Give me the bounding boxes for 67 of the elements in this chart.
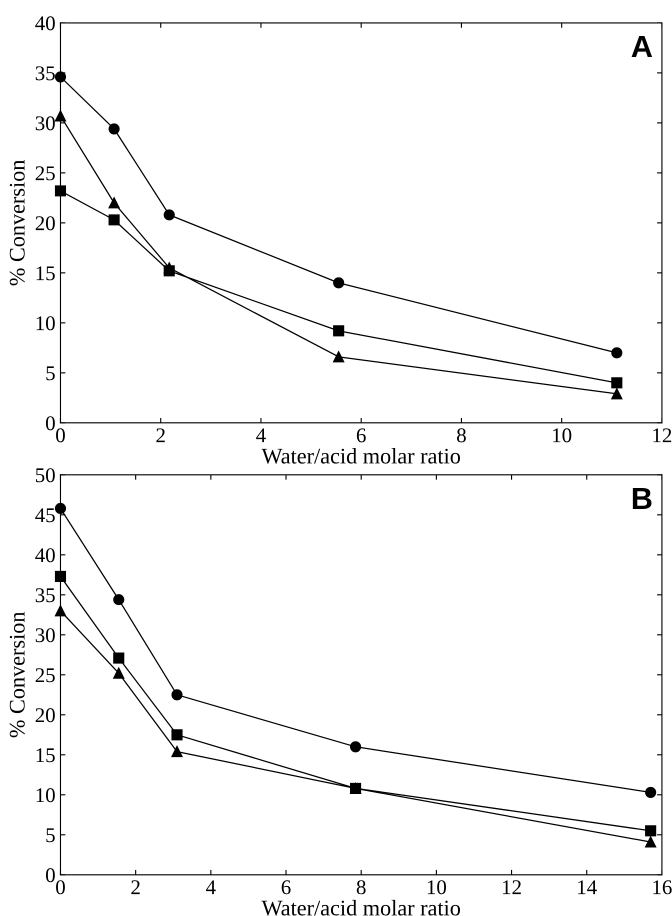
point bbox=[108, 197, 120, 208]
y-tick-label: 25 bbox=[36, 166, 55, 180]
y-tick-label: 20 bbox=[36, 708, 55, 722]
point bbox=[333, 277, 344, 288]
y-tick-label: 50 bbox=[36, 468, 55, 482]
y-tick-label: 0 bbox=[46, 868, 55, 882]
x-tick-label: 4 bbox=[206, 880, 216, 894]
point bbox=[333, 351, 344, 362]
x-tick-label: 0 bbox=[56, 428, 65, 442]
point bbox=[171, 729, 183, 740]
y-tick-label: 15 bbox=[36, 748, 55, 762]
y-tick-label: 25 bbox=[36, 668, 55, 682]
y-tick-label: 5 bbox=[46, 366, 55, 380]
x-tick-label: 2 bbox=[131, 880, 140, 894]
x-tick-label: 10 bbox=[428, 880, 446, 894]
point bbox=[611, 377, 622, 388]
point bbox=[164, 262, 175, 274]
point bbox=[171, 689, 183, 700]
point bbox=[108, 214, 120, 226]
y-tick-label: 40 bbox=[35, 548, 55, 562]
x-tick-label: 8 bbox=[356, 880, 366, 894]
point bbox=[54, 71, 66, 82]
y-tick-label: 30 bbox=[36, 628, 55, 642]
x-tick-label: 12 bbox=[502, 880, 521, 894]
y-tick-label: 5 bbox=[46, 828, 55, 842]
point bbox=[171, 746, 183, 758]
point bbox=[113, 652, 124, 664]
x-tick-label: 4 bbox=[256, 428, 266, 442]
x-tick-label: 12 bbox=[653, 428, 672, 442]
y-tick-label: 35 bbox=[36, 588, 55, 602]
point bbox=[164, 209, 175, 220]
annotation: B bbox=[632, 488, 652, 509]
point bbox=[645, 786, 656, 798]
y-tick-label: 15 bbox=[36, 266, 55, 280]
x-tick-label: 0 bbox=[56, 880, 65, 894]
x-tick-label: 6 bbox=[356, 428, 366, 442]
x-tick-label: 6 bbox=[282, 880, 291, 894]
y-tick-label: 10 bbox=[36, 788, 55, 802]
point bbox=[54, 570, 66, 582]
x-tick-label: 2 bbox=[156, 428, 165, 442]
point bbox=[645, 836, 656, 848]
y-tick-label: 45 bbox=[35, 508, 55, 522]
point bbox=[611, 388, 622, 400]
point bbox=[333, 325, 344, 336]
x-axis-title: Water/acid molar ratio bbox=[262, 900, 460, 916]
point bbox=[113, 668, 124, 679]
x-axis-title: Water/acid molar ratio bbox=[262, 448, 460, 464]
x-tick-label: 8 bbox=[457, 428, 466, 442]
point bbox=[113, 594, 124, 606]
y-axis-title: % Conversion bbox=[10, 612, 25, 738]
point bbox=[54, 502, 66, 514]
y-tick-label: 0 bbox=[46, 416, 55, 430]
point bbox=[108, 123, 120, 134]
annotation: A bbox=[632, 36, 652, 58]
y-tick-label: 10 bbox=[36, 316, 55, 330]
x-tick-label: 16 bbox=[653, 880, 672, 894]
y-tick-label: 40 bbox=[35, 16, 55, 30]
y-axis-title: % Conversion bbox=[10, 160, 25, 286]
point bbox=[645, 825, 656, 836]
x-tick-label: 10 bbox=[553, 428, 572, 442]
point bbox=[611, 347, 622, 358]
point bbox=[350, 741, 362, 752]
x-tick-label: 14 bbox=[578, 880, 597, 894]
y-tick-label: 35 bbox=[36, 66, 55, 80]
y-tick-label: 30 bbox=[36, 116, 55, 130]
y-tick-label: 20 bbox=[36, 216, 55, 230]
point bbox=[54, 185, 66, 196]
